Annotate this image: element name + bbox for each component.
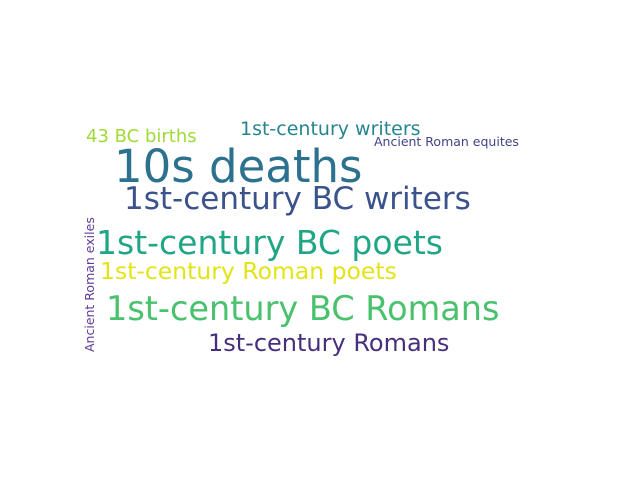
word-1st-century-writers: 1st-century writers — [240, 118, 421, 140]
word-43-bc-births: 43 BC births — [86, 126, 197, 147]
word-1st-century-roman-poets: 1st-century Roman poets — [100, 257, 397, 285]
word-1st-century-romans: 1st-century Romans — [208, 329, 450, 357]
word-1st-century-bc-poets: 1st-century BC poets — [96, 223, 443, 262]
word-10s-deaths: 10s deaths — [114, 140, 363, 193]
word-1st-century-bc-writers: 1st-century BC writers — [124, 181, 471, 217]
word-1st-century-bc-romans: 1st-century BC Romans — [106, 289, 500, 328]
word-ancient-roman-equites: Ancient Roman equites — [374, 134, 519, 149]
word-ancient-roman-exiles: Ancient Roman exiles — [82, 217, 97, 352]
